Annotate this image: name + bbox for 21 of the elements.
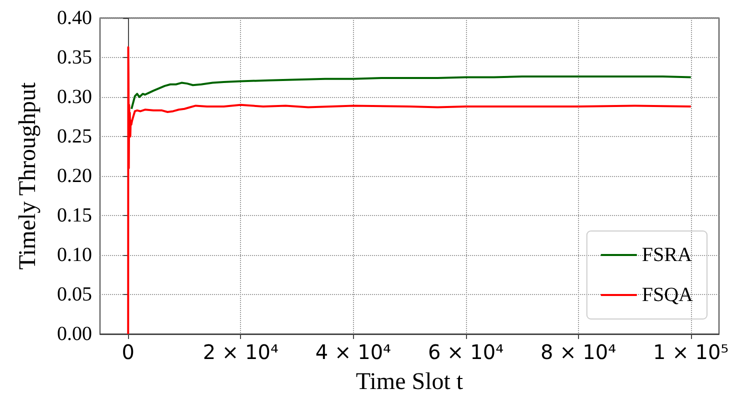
x-tick-label: 0 [122,340,135,364]
y-tick-label: 0.10 [57,244,92,266]
x-tick-label: 6 × 10⁴ [428,340,504,364]
x-axis-title: Time Slot t [356,369,464,395]
y-tick-label: 0.30 [57,86,92,108]
line-series [127,46,692,335]
y-tick-label: 0.05 [57,284,92,306]
y-tick-label: 0.40 [57,7,92,29]
y-tick-label: 0.20 [57,165,92,187]
legend-label: FSRA [642,244,692,266]
x-tick-label: 8 × 10⁴ [540,340,616,364]
x-tick-label: 2 × 10⁴ [202,340,279,364]
line-series [130,75,692,110]
y-axis-title: Timely Throughput [15,82,41,270]
x-tick-label: 4 × 10⁴ [315,340,392,364]
x-tick-label: 1 × 10⁵ [653,340,729,364]
y-tick-label: 0.35 [57,46,92,68]
legend-label: FSQA [642,284,694,306]
y-tick-label: 0.15 [57,204,92,226]
y-tick-label: 0.00 [57,323,92,345]
y-tick-label: 0.25 [57,126,92,148]
